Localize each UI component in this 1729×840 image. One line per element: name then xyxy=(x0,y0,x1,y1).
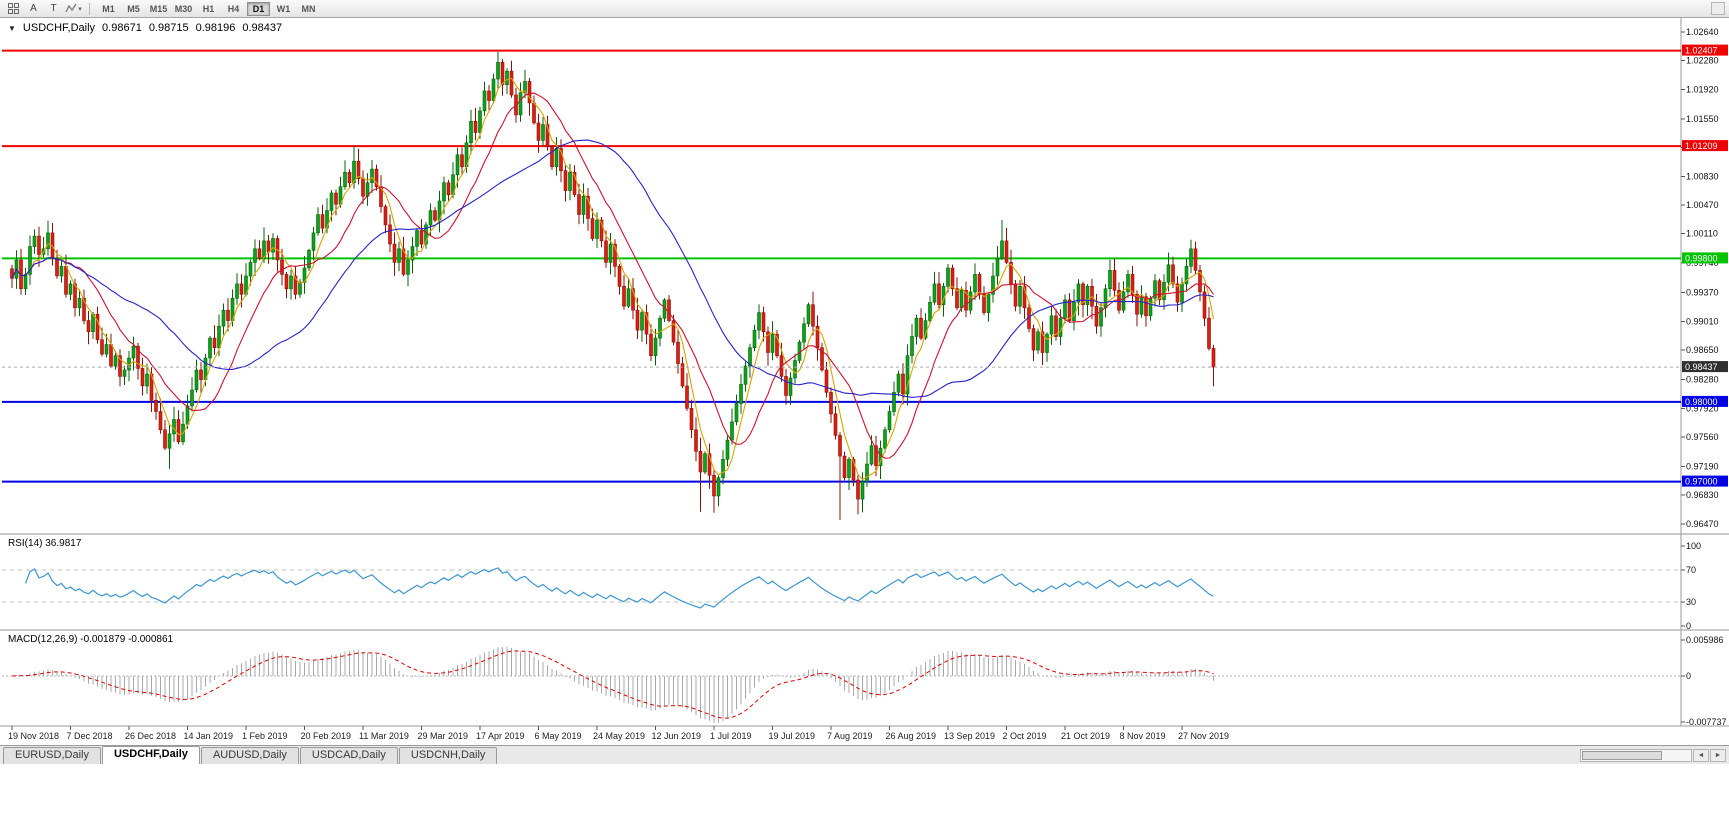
date-axis-label: 24 May 2019 xyxy=(593,731,645,741)
toolbar-right-button[interactable] xyxy=(1711,2,1725,15)
horizontal-scrollbar[interactable]: ◄ ► xyxy=(1580,748,1726,762)
current-price-tag-text: 0.98437 xyxy=(1685,362,1718,372)
date-axis-label: 17 Apr 2019 xyxy=(476,731,525,741)
date-axis-label: 19 Nov 2018 xyxy=(8,731,59,741)
chart-tabs: EURUSD,Daily USDCHF,Daily AUDUSD,Daily USDC… xyxy=(3,746,498,764)
chart-tab-bar: EURUSD,Daily USDCHF,Daily AUDUSD,Daily USDC… xyxy=(0,745,1729,764)
price-level-tag xyxy=(1682,44,1728,56)
trendline-icon xyxy=(65,3,77,13)
price-axis-tick: 0.96470 xyxy=(1686,519,1719,529)
timeframe-button-h4[interactable]: H4 xyxy=(222,2,245,16)
macd-signal-line xyxy=(11,650,1214,719)
macd-axis-tick: -0.007737 xyxy=(1686,717,1727,727)
rsi-axis-tick: 70 xyxy=(1686,565,1696,575)
date-axis-label: 6 May 2019 xyxy=(535,731,582,741)
price-level-tag xyxy=(1682,140,1728,152)
date-axis-label: 8 Nov 2019 xyxy=(1120,731,1166,741)
tile-windows-button[interactable] xyxy=(4,1,23,16)
timeframe-button-d1[interactable]: D1 xyxy=(247,1,270,16)
rsi-axis-tick: 0 xyxy=(1686,621,1691,631)
price-axis-tick: 1.01550 xyxy=(1686,114,1719,124)
timeframe-button-m30[interactable]: M30 xyxy=(172,2,195,16)
timeframe-button-m5[interactable]: M5 xyxy=(122,2,145,16)
price-axis-tick: 0.98280 xyxy=(1686,375,1719,385)
price-axis-tick: 1.02640 xyxy=(1686,27,1719,37)
price-axis-tick: 1.01920 xyxy=(1686,84,1719,94)
tile-windows-icon xyxy=(8,3,19,14)
price-level-tag-text: 0.98000 xyxy=(1685,397,1718,407)
pane-splitter-rsi[interactable] xyxy=(0,533,1729,535)
timeframe-button-m15[interactable]: M15 xyxy=(147,2,170,16)
macd-axis-tick: 0.005986 xyxy=(1686,635,1724,645)
macd-histogram-layer xyxy=(16,646,1214,723)
scrollbar-track[interactable] xyxy=(1580,748,1692,762)
date-axis-label: 7 Dec 2018 xyxy=(67,731,113,741)
date-axis-label: 29 Mar 2019 xyxy=(418,731,469,741)
timeframe-button-h1[interactable]: H1 xyxy=(197,2,220,16)
current-price-tag xyxy=(1682,361,1728,373)
line-studies-button[interactable]: ▾ xyxy=(64,1,83,16)
moving-average-5 xyxy=(11,77,1215,481)
timeframe-button-w1[interactable]: W1 xyxy=(272,2,295,16)
horizontal-levels-layer[interactable] xyxy=(2,49,1681,483)
chart-tab-audusd[interactable]: AUDUSD,Daily xyxy=(200,747,299,764)
pane-splitter-macd[interactable] xyxy=(0,629,1729,631)
chart-tab-eurusd[interactable]: EURUSD,Daily xyxy=(3,747,101,764)
price-level-tag-text: 0.99800 xyxy=(1685,253,1718,263)
date-axis-label: 20 Feb 2019 xyxy=(301,731,352,741)
top-toolbar: A T ▾ M1 M5 M15 M30 H1 H4 D1 W1 MN xyxy=(0,0,1729,18)
candles-layer xyxy=(10,51,1216,520)
date-axis-label: 11 Mar 2019 xyxy=(359,731,409,741)
chart-tab-usdcnh[interactable]: USDCNH,Daily xyxy=(398,747,498,764)
price-axis-tick: 0.97190 xyxy=(1686,461,1719,471)
price-axis-tick: 0.97560 xyxy=(1686,432,1719,442)
text-label-button[interactable]: T xyxy=(44,1,63,16)
date-axis-label: 27 Nov 2019 xyxy=(1178,731,1229,741)
moving-average-34 xyxy=(11,139,1214,398)
timeframe-button-mn[interactable]: MN xyxy=(297,2,320,16)
rsi-line xyxy=(24,567,1214,609)
toolbar-separator xyxy=(89,2,90,15)
price-axis-tick: 0.96830 xyxy=(1686,490,1719,500)
timeframe-button-group: M1 M5 M15 M30 H1 H4 D1 W1 MN xyxy=(96,1,321,16)
price-axis-tick: 1.00830 xyxy=(1686,171,1719,181)
date-axis-label: 26 Dec 2018 xyxy=(125,731,176,741)
price-level-tag-text: 1.01209 xyxy=(1685,141,1718,151)
scroll-left-button[interactable]: ◄ xyxy=(1693,748,1709,762)
date-axis-label: 1 Jul 2019 xyxy=(710,731,752,741)
scroll-right-button[interactable]: ► xyxy=(1710,748,1726,762)
dropdown-arrow-icon: ▾ xyxy=(78,5,82,13)
price-level-tag-text: 0.97000 xyxy=(1685,477,1718,487)
price-axis-tick: 0.99370 xyxy=(1686,288,1719,298)
scrollbar-thumb[interactable] xyxy=(1582,750,1662,760)
chart-tab-usdcad[interactable]: USDCAD,Daily xyxy=(299,747,398,764)
price-axis-tick: 0.99010 xyxy=(1686,316,1719,326)
rsi-axis-tick: 100 xyxy=(1686,541,1701,551)
date-axis-label: 19 Jul 2019 xyxy=(769,731,816,741)
price-level-tag xyxy=(1682,395,1728,407)
date-axis-label: 26 Aug 2019 xyxy=(886,731,937,741)
text-annotation-button[interactable]: A xyxy=(24,1,43,16)
price-axis-tick: 0.97920 xyxy=(1686,403,1719,413)
date-axis-label: 13 Sep 2019 xyxy=(944,731,995,741)
chart-tab-usdchf[interactable]: USDCHF,Daily xyxy=(101,746,200,764)
price-level-tag xyxy=(1682,475,1728,487)
price-level-tag xyxy=(1682,252,1728,264)
date-axis-label: 12 Jun 2019 xyxy=(652,731,702,741)
moving-average-13 xyxy=(11,92,1214,459)
timeframe-button-m1[interactable]: M1 xyxy=(97,2,120,16)
date-axis-label: 2 Oct 2019 xyxy=(1003,731,1047,741)
price-axis-tick: 1.00470 xyxy=(1686,200,1719,210)
price-level-tag-text: 1.02407 xyxy=(1685,46,1718,56)
price-axis-tick: 1.02280 xyxy=(1686,56,1719,66)
date-axis-label: 7 Aug 2019 xyxy=(827,731,873,741)
date-axis-label: 1 Feb 2019 xyxy=(242,731,288,741)
macd-axis-tick: 0 xyxy=(1686,671,1691,681)
rsi-axis-tick: 30 xyxy=(1686,597,1696,607)
date-axis-label: 21 Oct 2019 xyxy=(1061,731,1110,741)
date-axis-label: 14 Jan 2019 xyxy=(184,731,234,741)
price-axis-tick: 1.00110 xyxy=(1686,229,1718,239)
price-axis-tick: 0.98650 xyxy=(1686,345,1719,355)
